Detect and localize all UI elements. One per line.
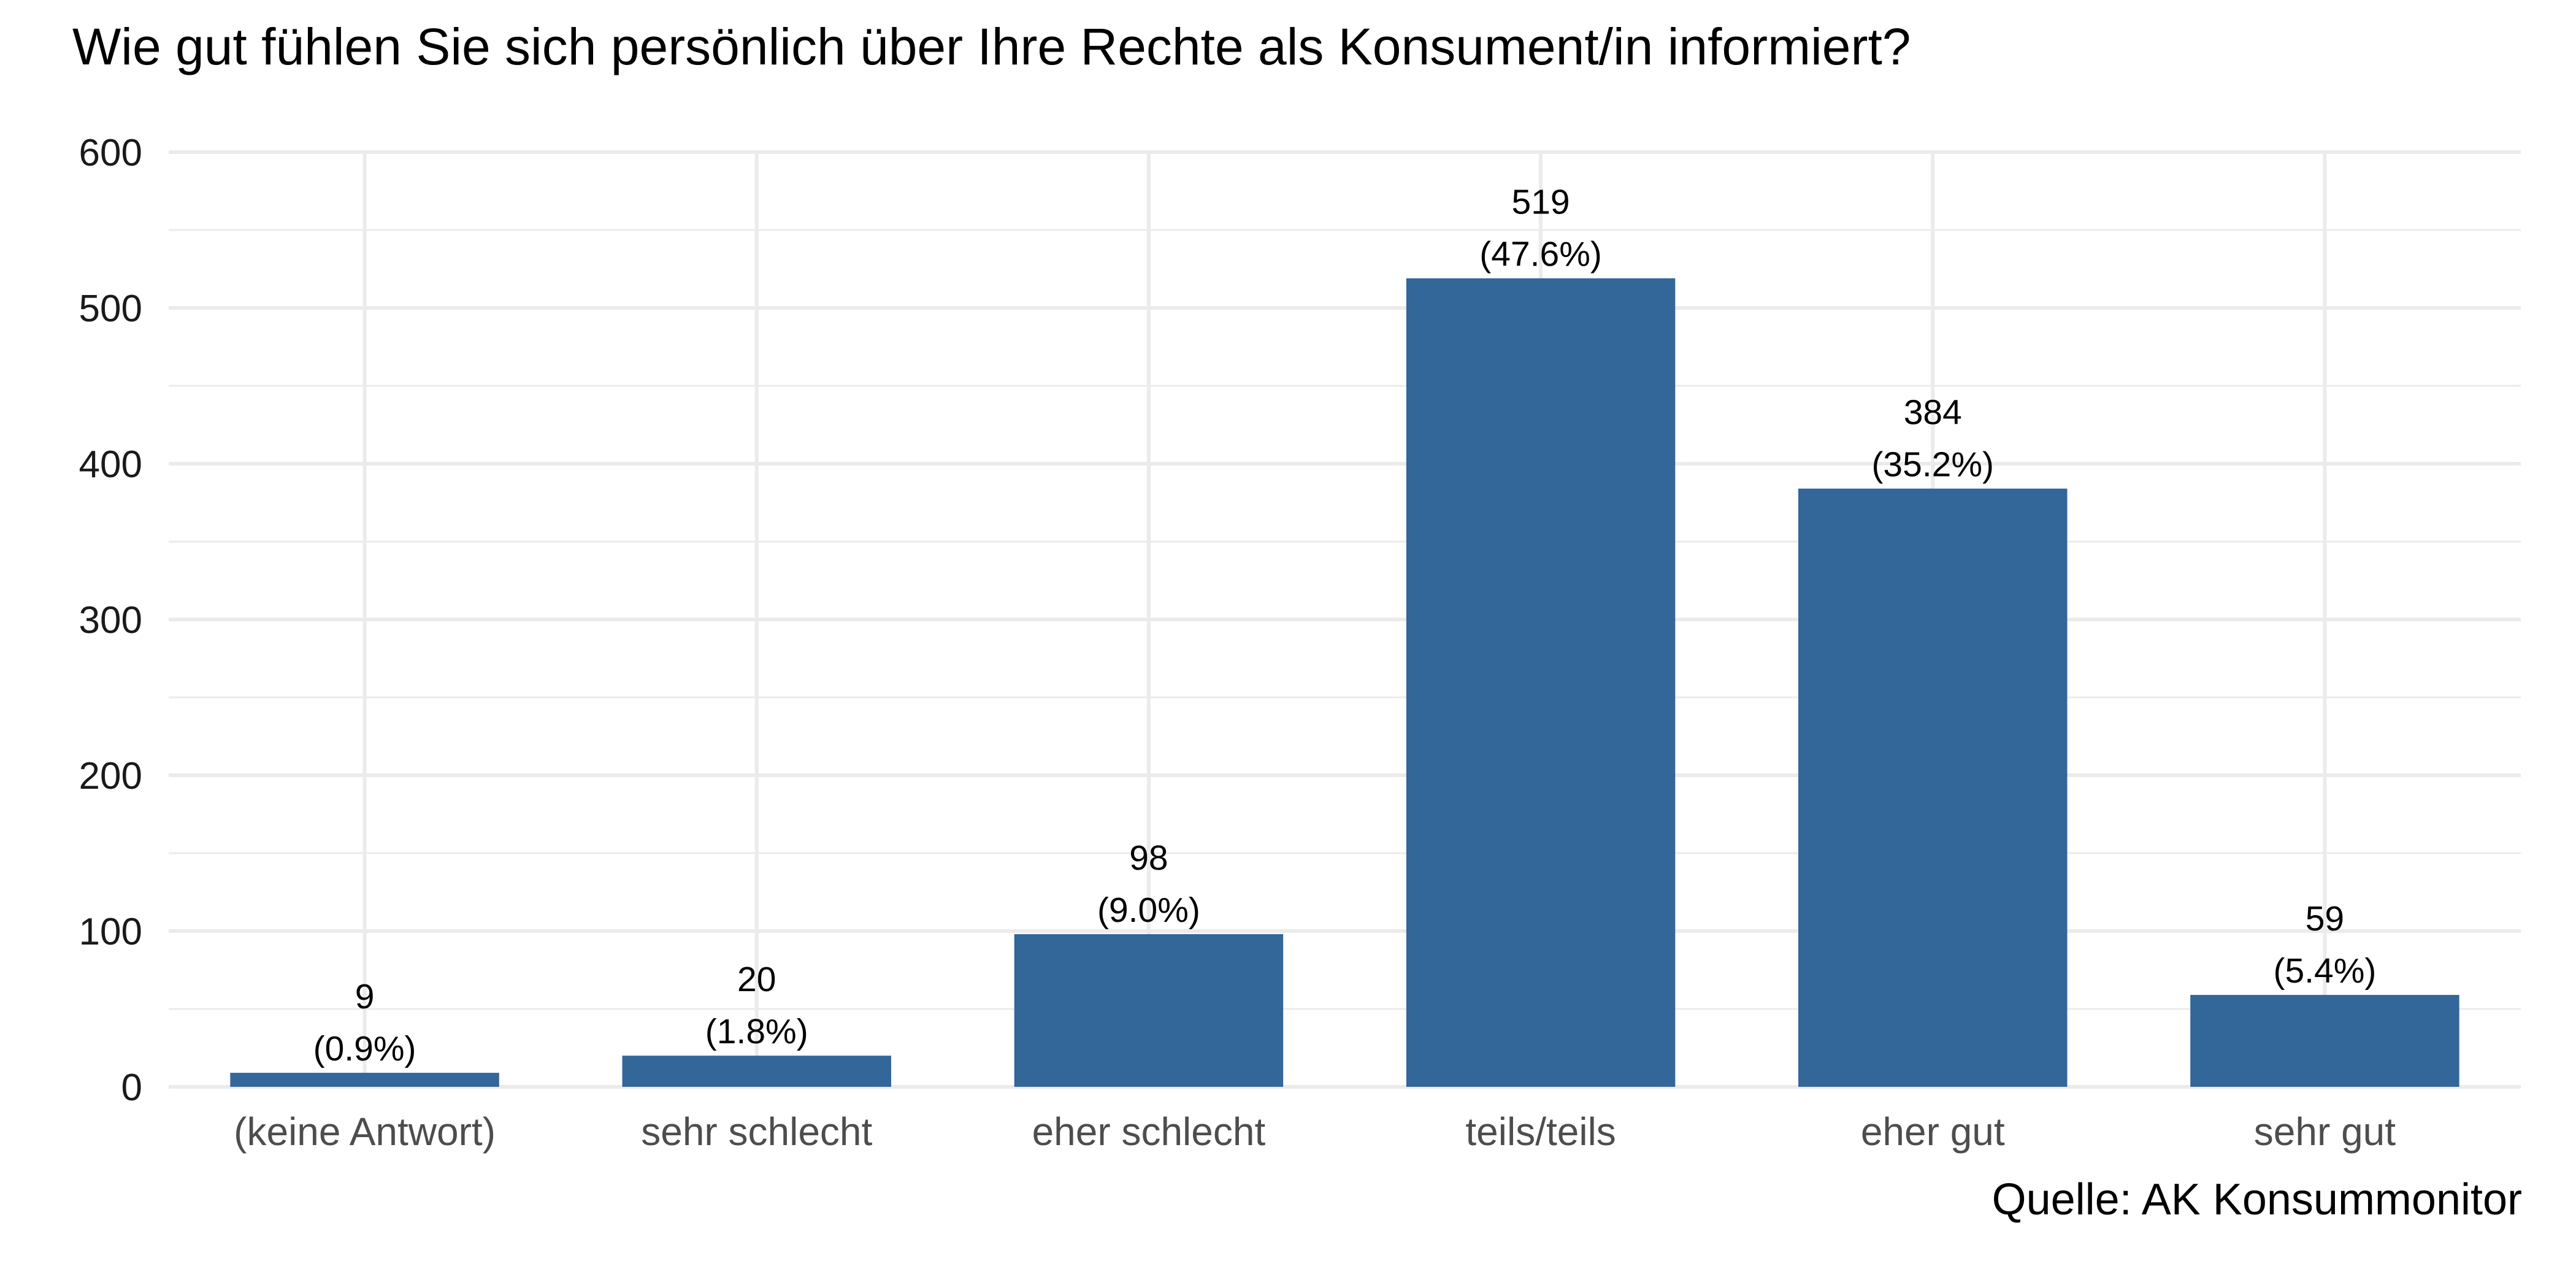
bar-count-label: 20 <box>737 960 776 999</box>
x-tick-label: (keine Antwort) <box>234 1110 496 1154</box>
chart-caption: Quelle: AK Konsummonitor <box>1992 1175 2522 1224</box>
bar-5 <box>2190 995 2459 1087</box>
y-tick-label: 0 <box>121 1067 142 1109</box>
bar-0 <box>230 1073 499 1087</box>
bar-1 <box>622 1056 891 1087</box>
y-tick-label: 600 <box>79 132 142 174</box>
x-tick-label: teils/teils <box>1465 1110 1616 1154</box>
chart-title: Wie gut fühlen Sie sich persönlich über … <box>72 18 1911 75</box>
bar-2 <box>1014 934 1284 1087</box>
y-tick-label: 100 <box>79 911 142 953</box>
bar-percent-label: (9.0%) <box>1097 891 1200 930</box>
x-tick-label: sehr schlecht <box>641 1110 872 1154</box>
x-axis-ticks: (keine Antwort) sehr schlecht eher schlech… <box>234 1110 2396 1154</box>
bar-percent-label: (47.6%) <box>1479 235 1602 274</box>
bar-percent-label: (35.2%) <box>1871 445 1994 485</box>
grid-lines <box>169 150 2521 1089</box>
bar-count-label: 98 <box>1129 838 1168 878</box>
bar-count-label: 9 <box>355 977 375 1016</box>
bar-3 <box>1406 278 1676 1087</box>
bar-count-label: 519 <box>1512 183 1570 222</box>
bar-percent-label: (0.9%) <box>313 1029 416 1068</box>
y-tick-label: 200 <box>79 755 142 797</box>
y-tick-label: 400 <box>79 443 142 486</box>
bar-percent-label: (1.8%) <box>705 1012 808 1051</box>
bar-count-label: 59 <box>2306 899 2344 938</box>
bar-count-label: 384 <box>1904 393 1962 432</box>
y-axis-ticks: 0 100 200 300 400 500 600 <box>79 132 142 1109</box>
x-tick-label: eher gut <box>1861 1110 2005 1154</box>
y-tick-label: 500 <box>79 288 142 330</box>
bars <box>230 278 2459 1087</box>
x-tick-label: eher schlecht <box>1032 1110 1266 1154</box>
bar-4 <box>1798 488 2068 1087</box>
bar-labels: 9 (0.9%) 20 (1.8%) 98 (9.0%) 519 (47.6%) 384 (35.… <box>313 183 2377 1068</box>
bar-percent-label: (5.4%) <box>2273 951 2376 991</box>
x-tick-label: sehr gut <box>2254 1110 2396 1154</box>
y-tick-label: 300 <box>79 599 142 642</box>
